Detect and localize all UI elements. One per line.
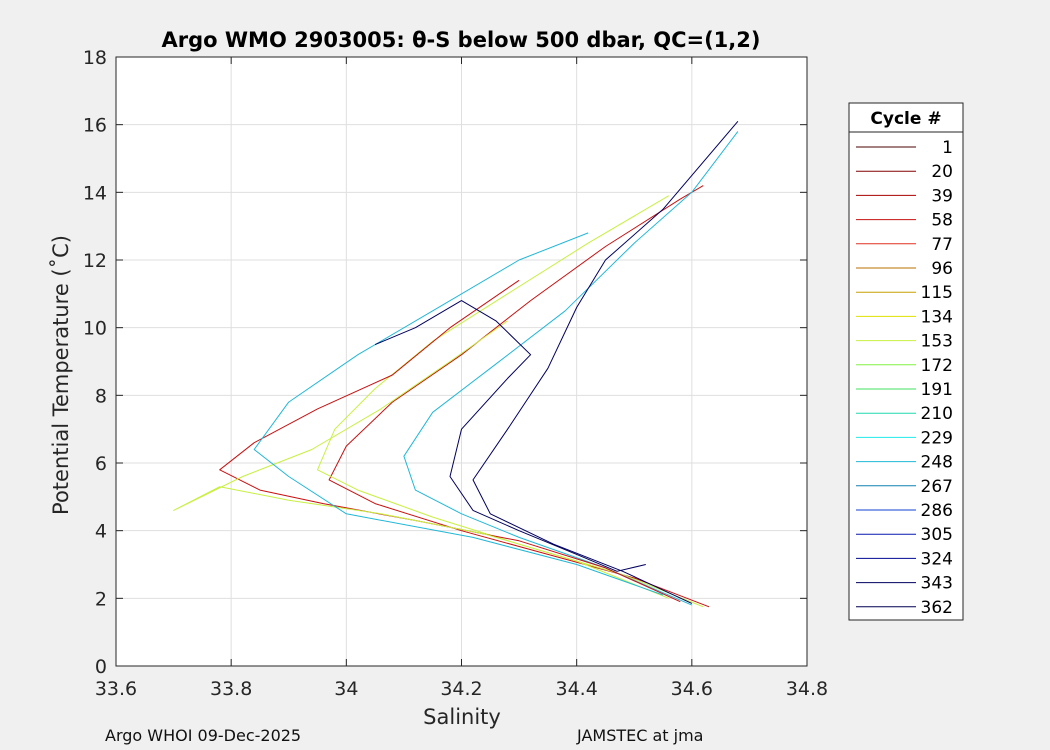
footer-credit-text: JAMSTEC at jma (577, 726, 704, 745)
axis-ticks: 33.6 33.8 34 34.2 34.4 34.6 34.8 0 2 4 6 8 10 12 14 16 1… (83, 47, 828, 700)
legend-label: 153 (921, 332, 953, 352)
legend-label: 191 (921, 380, 953, 400)
legend-label: 286 (921, 501, 953, 521)
legend-label: 210 (921, 404, 953, 424)
series-lines (173, 120, 739, 608)
legend-label: 362 (921, 598, 953, 618)
x-tick-label: 33.8 (210, 678, 252, 700)
legend-label: 248 (921, 453, 953, 473)
series-line (173, 320, 669, 599)
legend-label: 58 (931, 211, 953, 231)
y-tick-label: 18 (83, 47, 107, 69)
y-tick-label: 6 (95, 453, 107, 475)
x-tick-label: 34 (334, 678, 358, 700)
x-tick-label: 34.4 (556, 678, 598, 700)
y-tick-label: 2 (95, 588, 107, 610)
x-tick-label: 34.6 (671, 678, 713, 700)
legend-label: 1 (942, 138, 953, 158)
y-tick-label: 8 (95, 385, 107, 407)
series-line (328, 185, 710, 608)
legend-label: 172 (921, 356, 953, 376)
y-tick-label: 10 (83, 318, 107, 340)
legend-title: Cycle # (870, 109, 941, 129)
series-line (472, 120, 739, 604)
legend-label: 305 (921, 525, 953, 545)
legend-label: 229 (921, 428, 953, 448)
legend-label: 267 (921, 477, 953, 497)
plot-area: 33.6 33.8 34 34.2 34.4 34.6 34.8 0 2 4 6 8 10 12 14 16 1… (83, 47, 828, 700)
series-line (253, 232, 664, 596)
chart-title: Argo WMO 2903005: θ-S below 500 dbar, QC… (162, 28, 761, 52)
y-tick-label: 0 (95, 656, 107, 678)
y-axis-label: Potential Temperature (˚C) (49, 235, 73, 515)
legend-label: 343 (921, 574, 953, 594)
legend-entries: 1 20 39 58 77 96 115 134 153 172 191 210 229 248 267 28… (856, 138, 953, 618)
y-tick-label: 14 (83, 182, 107, 204)
series-line (374, 300, 646, 572)
x-tick-label: 34.2 (440, 678, 482, 700)
legend: Cycle # 1 20 39 58 77 96 115 134 153 172 191 210 229… (848, 102, 964, 621)
series-line (219, 279, 681, 603)
x-tick-label: 33.6 (95, 678, 137, 700)
series-line (403, 131, 739, 606)
legend-label: 324 (921, 549, 953, 569)
legend-label: 134 (921, 307, 953, 327)
y-tick-label: 16 (83, 115, 107, 137)
legend-label: 39 (931, 186, 953, 206)
y-tick-label: 12 (83, 250, 107, 272)
y-tick-label: 4 (95, 521, 107, 543)
x-tick-label: 34.8 (786, 678, 828, 700)
legend-label: 77 (931, 235, 953, 255)
footer-source-text: Argo WHOI 09-Dec-2025 (105, 726, 302, 745)
x-axis-label: Salinity (423, 705, 501, 729)
legend-label: 96 (931, 259, 953, 279)
legend-label: 20 (931, 162, 953, 182)
legend-label: 115 (921, 283, 953, 303)
